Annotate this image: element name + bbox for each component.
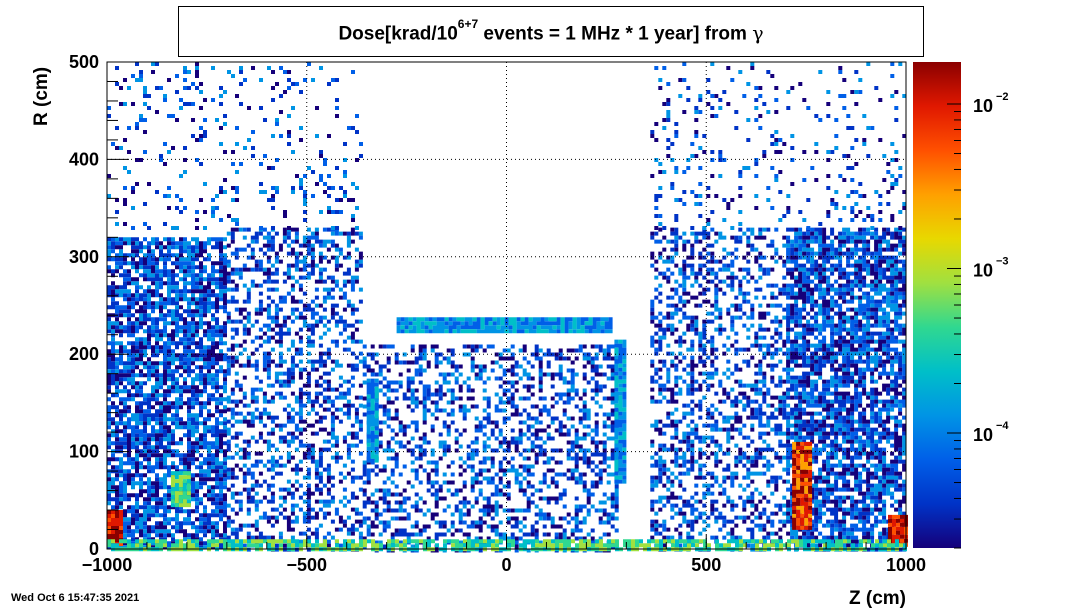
heatmap-cell-group bbox=[792, 441, 813, 530]
heatmap-cell-group bbox=[786, 227, 907, 552]
x-tick-label: 500 bbox=[691, 555, 721, 575]
heatmap-cell-group bbox=[362, 344, 619, 553]
heatmap-cell-group bbox=[107, 539, 895, 552]
heatmap-cell-group bbox=[107, 237, 227, 550]
heatmap-cell-group bbox=[650, 70, 899, 230]
y-tick-label: 200 bbox=[69, 344, 99, 364]
heatmap-cell-group bbox=[650, 227, 787, 552]
title-prefix: Dose[krad/10 bbox=[338, 23, 458, 45]
heatmap-cell-group bbox=[614, 343, 627, 484]
colorbar-label: 10 bbox=[973, 425, 993, 445]
heatmap-cell-group bbox=[107, 237, 227, 550]
colorbar-gradient bbox=[913, 62, 961, 548]
heatmap-cell-group bbox=[888, 514, 908, 543]
heatmap-cell-group bbox=[366, 378, 379, 455]
y-axis-ticks: 0 100 200 300 400 500 bbox=[69, 52, 129, 559]
y-tick-label: 0 bbox=[89, 539, 99, 559]
x-tick-label: −1000 bbox=[82, 555, 133, 575]
title-gamma-symbol: γ bbox=[752, 22, 764, 45]
heatmap-cell-group bbox=[226, 227, 363, 552]
x-tick-label: 0 bbox=[501, 555, 511, 575]
y-tick-label: 300 bbox=[69, 247, 99, 267]
heatmap-cell-group bbox=[650, 227, 787, 552]
heatmap-cell-group bbox=[107, 62, 363, 230]
heatmap-cell-group bbox=[786, 227, 907, 552]
colorbar-label-exponent: −3 bbox=[996, 256, 1009, 268]
colorbar: 10−210−310−4 bbox=[913, 62, 1009, 549]
y-tick-label: 400 bbox=[69, 149, 99, 169]
heatmap-cell-group bbox=[226, 227, 363, 552]
heatmap-cell-group bbox=[396, 317, 613, 334]
x-axis-title: Z (cm) bbox=[849, 588, 906, 609]
chart-title-box: Dose[krad/106+7 events = 1 MHz * 1 year]… bbox=[178, 6, 924, 57]
heatmap-cell-group bbox=[111, 539, 903, 552]
heatmap-cell-group bbox=[111, 539, 907, 552]
title-superscript: 6+7 bbox=[457, 17, 479, 31]
heatmap-cell-group bbox=[650, 66, 907, 230]
heatmap-cell-group bbox=[792, 441, 813, 526]
heatmap-cell-group bbox=[650, 227, 787, 552]
heatmap-cell-group bbox=[366, 386, 379, 463]
y-tick-label: 100 bbox=[69, 442, 99, 462]
colorbar-label: 10 bbox=[973, 261, 993, 281]
heatmap-cell-group bbox=[362, 344, 619, 553]
y-tick-label: 500 bbox=[69, 52, 99, 72]
heatmap-cell-group bbox=[107, 62, 363, 230]
heatmap-cell-group bbox=[654, 62, 903, 230]
timestamp: Wed Oct 6 15:47:35 2021 bbox=[11, 592, 140, 604]
heatmap-cell-group bbox=[366, 378, 379, 463]
heatmap-cell-group bbox=[170, 471, 191, 508]
chart-title: Dose[krad/106+7 events = 1 MHz * 1 year]… bbox=[179, 17, 923, 45]
heatmap-cells bbox=[107, 62, 908, 553]
heatmap-cell-group bbox=[107, 514, 123, 546]
heatmap-cell-group bbox=[786, 227, 907, 552]
heatmap-cell-group bbox=[792, 441, 813, 530]
heatmap-cell-group bbox=[226, 227, 363, 552]
x-tick-label: 1000 bbox=[886, 555, 926, 575]
heatmap-cell-group bbox=[614, 339, 627, 480]
heatmap-cell-group bbox=[400, 317, 605, 334]
colorbar-label-exponent: −2 bbox=[996, 91, 1009, 103]
x-tick-label: −500 bbox=[286, 555, 327, 575]
heatmap-cell-group bbox=[226, 227, 363, 552]
colorbar-label-exponent: −4 bbox=[996, 420, 1009, 432]
title-suffix: events = 1 MHz * 1 year] from bbox=[478, 23, 753, 45]
y-axis-title: R (cm) bbox=[31, 67, 52, 126]
colorbar-label: 10 bbox=[973, 96, 993, 116]
heatmap-cell-group bbox=[888, 514, 908, 547]
heatmap-cell-group bbox=[792, 441, 813, 530]
x-axis-ticks: −1000 −500 0 500 1000 bbox=[82, 535, 926, 575]
